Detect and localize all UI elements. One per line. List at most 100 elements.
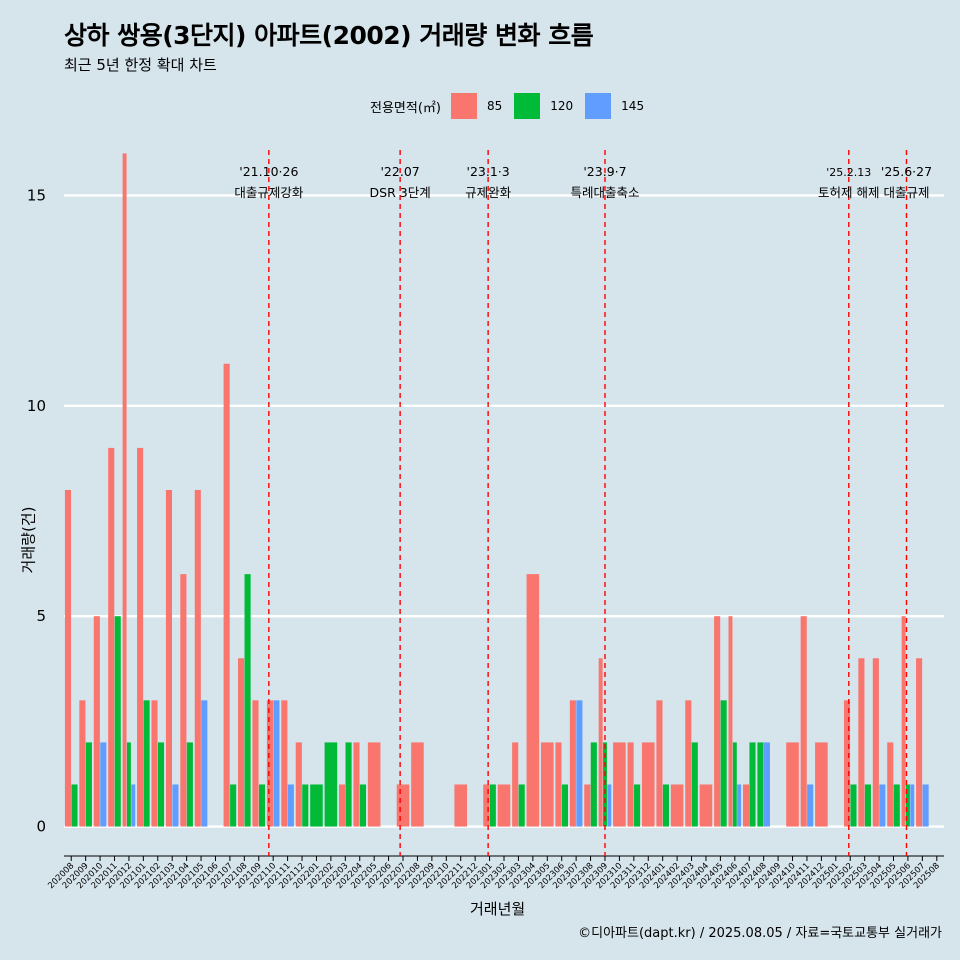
legend-swatch-85: [450, 93, 477, 119]
annotation-date-2: '23.1·3: [467, 164, 510, 179]
bar-202112-85: [295, 742, 302, 827]
bar-202411-85: [800, 616, 807, 827]
bar-202105-145: [201, 700, 208, 827]
annotation-label-1: DSR 3단계: [370, 185, 431, 200]
bar-202211-85: [454, 784, 468, 827]
bar-202008-120: [71, 784, 78, 827]
bar-202305-85: [540, 742, 554, 827]
bar-202507-145: [922, 784, 929, 827]
bar-202207-85: [396, 784, 410, 827]
y-tick-label-10: 10: [27, 397, 46, 415]
bar-202103-85: [165, 489, 172, 827]
bar-202107-85: [223, 363, 230, 827]
bar-202401-120: [662, 784, 669, 827]
chart-subtitle: 최근 5년 한정 확대 차트: [64, 56, 217, 74]
bar-202203-85: [339, 784, 346, 827]
bar-202108-85: [238, 658, 245, 827]
bar-202504-145: [879, 784, 886, 827]
y-tick-label-5: 5: [36, 607, 46, 625]
bar-202202-120: [324, 742, 338, 827]
annotation-date-1: '22.07: [381, 164, 420, 179]
bar-202103-145: [172, 784, 179, 827]
bar-202010-85: [93, 616, 100, 827]
bar-202011-120: [114, 616, 121, 827]
bar-202411-145: [807, 784, 814, 827]
annotation-label-3: 특례대출축소: [570, 185, 639, 200]
bar-202011-85: [108, 447, 115, 827]
annotation-label-0: 대출규제강화: [234, 185, 304, 200]
annotation-date-5: '25.6·27: [881, 164, 932, 179]
annotation-date-3: '23.9·7: [583, 164, 626, 179]
bar-202303-85: [512, 742, 519, 827]
y-axis-label: 거래량(건): [19, 506, 38, 574]
bar-202406-120: [732, 742, 737, 827]
bar-202410-85: [786, 742, 799, 827]
bar-202010-145: [100, 742, 107, 827]
bar-202308-85: [584, 784, 591, 827]
bar-202109-120: [258, 784, 266, 827]
legend-item-120: 120: [514, 93, 573, 119]
bar-202111-145: [287, 784, 294, 827]
bar-202112-120: [302, 784, 309, 827]
bar-202204-120: [359, 784, 367, 827]
bar-202505-85: [887, 742, 894, 827]
bar-202407-120: [749, 742, 756, 827]
legend-label-120: 120: [550, 99, 574, 113]
bar-202301-120: [489, 784, 496, 827]
bar-202408-120: [757, 742, 764, 827]
annotation-label-4: 토허제 해제: [818, 185, 879, 200]
bar-202203-120: [345, 742, 352, 827]
bar-202502-120: [850, 784, 857, 827]
legend-label-85: 85: [486, 99, 503, 113]
bar-202204-85: [353, 742, 360, 827]
bar-202402-85: [670, 784, 684, 827]
legend-item-145: 145: [585, 93, 644, 119]
bar-202405-85: [714, 616, 721, 827]
bar-202406-145: [737, 784, 742, 827]
bar-202110-145: [273, 700, 280, 827]
bar-202012-85: [122, 153, 127, 827]
bar-202111-85: [281, 700, 288, 827]
bar-202404-85: [699, 784, 713, 827]
bar-202208-85: [411, 742, 424, 827]
legend-item-85: 85: [450, 93, 503, 119]
bar-202108-120: [244, 574, 251, 827]
bar-202009-120: [85, 742, 92, 827]
bar-202506-120: [905, 784, 910, 827]
bar-202205-85: [367, 742, 381, 827]
bar-202301-85: [483, 784, 490, 827]
bar-202412-85: [815, 742, 828, 827]
bar-202408-145: [763, 742, 770, 827]
y-tick-label-0: 0: [36, 818, 46, 836]
bar-202403-120: [691, 742, 698, 827]
bar-202008-85: [64, 489, 72, 827]
bar-202401-85: [656, 700, 663, 827]
bar-202201-120: [310, 784, 323, 827]
bar-202504-85: [872, 658, 879, 827]
bar-202311-120: [634, 784, 641, 827]
bar-202403-85: [685, 700, 692, 827]
annotation-label-2: 규제완화: [465, 185, 512, 200]
bar-202306-120: [561, 784, 568, 827]
bar-202110-85: [266, 700, 273, 827]
legend-label-145: 145: [621, 99, 645, 113]
bar-202405-120: [720, 700, 727, 827]
bar-202105-85: [194, 489, 201, 827]
bar-202310-85: [613, 742, 626, 827]
bar-202309-145: [607, 784, 612, 827]
bar-202506-85: [901, 616, 906, 827]
bar-202107-120: [230, 784, 237, 827]
bar-202502-85: [843, 700, 851, 827]
x-axis-label: 거래년월: [470, 900, 526, 918]
bar-202102-120: [157, 742, 165, 827]
y-axis-label-wrap: 거래량(건): [18, 440, 38, 640]
bar-202307-85: [569, 700, 576, 827]
bar-202109-85: [252, 700, 259, 827]
bar-202306-85: [555, 742, 562, 827]
bar-202101-120: [143, 700, 150, 827]
bar-202307-145: [576, 700, 583, 827]
bar-202302-85: [497, 784, 511, 827]
annotation-date-4: '25.2.13: [826, 166, 871, 179]
bar-202009-85: [79, 700, 86, 827]
bar-202506-145: [910, 784, 915, 827]
